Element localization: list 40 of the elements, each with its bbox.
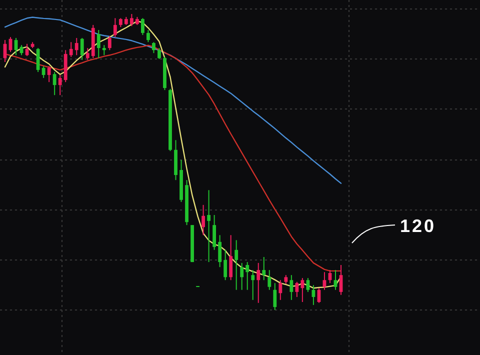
candlestick xyxy=(268,270,272,290)
candlestick xyxy=(58,74,62,96)
candlestick xyxy=(306,278,310,292)
candlestick xyxy=(273,282,277,310)
candlestick xyxy=(108,35,112,51)
candlestick xyxy=(218,234,222,268)
candlestick xyxy=(36,48,40,73)
candlestick xyxy=(113,18,117,38)
candlestick xyxy=(96,29,100,59)
candlestick xyxy=(234,240,238,290)
candlestick xyxy=(295,281,299,298)
candlestick xyxy=(52,72,56,96)
candlestick xyxy=(47,66,51,83)
candlestick xyxy=(86,48,90,60)
candlestick xyxy=(74,37,78,56)
candlestick xyxy=(140,18,144,36)
candlestick xyxy=(212,214,216,250)
candlestick xyxy=(158,48,161,60)
candlestick xyxy=(300,278,304,303)
candlestick xyxy=(251,270,255,300)
candlestick xyxy=(246,262,250,290)
text: 120 xyxy=(400,216,436,236)
candlestick xyxy=(224,249,228,281)
candlestick xyxy=(207,190,211,263)
candlestick xyxy=(152,42,156,54)
candlestick xyxy=(130,14,134,27)
candlestick xyxy=(290,274,294,300)
candlestick xyxy=(42,66,46,78)
candlestick xyxy=(256,262,260,304)
candlestick xyxy=(202,204,206,236)
candlestick xyxy=(278,280,282,300)
candlestick xyxy=(322,272,326,290)
candlestick xyxy=(334,270,338,290)
candlestick xyxy=(102,44,106,56)
candlestick xyxy=(69,42,73,58)
candlestick xyxy=(80,37,84,60)
candlestick xyxy=(146,29,150,43)
candlestick xyxy=(262,256,266,281)
candlestick xyxy=(240,262,244,290)
candlestick xyxy=(229,234,233,281)
